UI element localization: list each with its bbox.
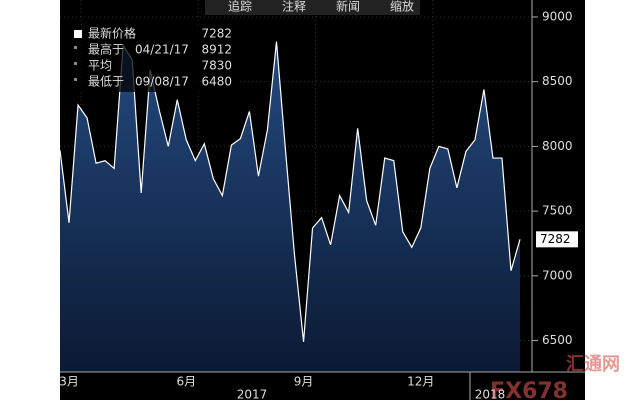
y-tick-label: 7000 [542, 268, 573, 282]
legend-marker [74, 30, 82, 38]
x-tick-label: 3月 [59, 375, 79, 389]
x-tick-label: 6月 [176, 375, 196, 389]
y-tick-label: 7500 [542, 204, 573, 218]
last-value-box [536, 231, 578, 248]
x-tick-label: 9月 [294, 375, 314, 389]
last-value-label: 7282 [540, 232, 571, 246]
toolbar-button[interactable]: 缩放 [390, 0, 414, 14]
legend-value: 7830 [201, 59, 232, 73]
legend-label: 最低于 [88, 75, 124, 89]
legend-label: 最高于 [88, 42, 124, 57]
toolbar-button[interactable]: 追踪 [228, 0, 252, 14]
toolbar [205, 0, 420, 15]
legend-date: 09/08/17 [135, 75, 189, 89]
legend-label: 平均 [88, 59, 112, 73]
legend-value: 7282 [201, 27, 232, 41]
x-group-label: 2018 [475, 388, 506, 401]
y-tick-label: 8000 [542, 139, 573, 153]
legend-marker [74, 46, 77, 49]
toolbar-button[interactable]: 注释 [282, 0, 306, 14]
legend-value: 8912 [201, 43, 232, 57]
legend-marker [74, 62, 77, 65]
legend-value: 6480 [201, 75, 232, 89]
watermark: 汇通网 [566, 354, 620, 375]
legend-marker [74, 78, 77, 81]
line [59, 41, 521, 342]
legend-date: 04/21/17 [135, 43, 189, 57]
y-tick-label: 8500 [542, 74, 573, 88]
y-tick-label: 6500 [542, 333, 573, 347]
y-tick-label: 9000 [542, 9, 573, 23]
toolbar-button[interactable]: 新闻 [336, 0, 360, 14]
legend-label: 最新价格 [88, 26, 136, 41]
x-tick-label: 12月 [407, 375, 434, 389]
x-group-label: 2017 [237, 388, 268, 401]
legend-box [62, 26, 237, 92]
